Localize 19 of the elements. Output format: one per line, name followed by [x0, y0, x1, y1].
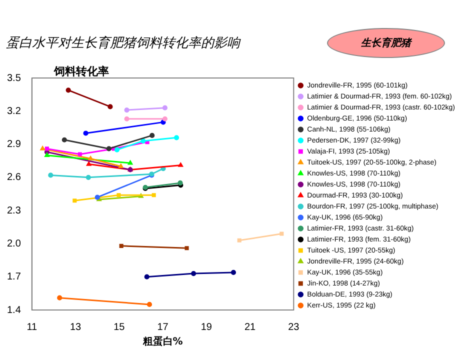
y-tick-label: 3.2: [6, 106, 22, 117]
y-tick-label: 3.5: [6, 72, 22, 84]
x-axis-title: 粗蛋白%: [142, 336, 183, 348]
x-tick-label: 17: [157, 322, 169, 333]
x-tick-label: 19: [200, 322, 212, 333]
y-tick-label: 1.7: [6, 272, 22, 283]
y-tick-label: 1.4: [6, 304, 22, 316]
y-tick-label: 2.6: [6, 172, 22, 184]
x-tick-label: 15: [114, 322, 126, 333]
oval-label: 生长育肥猪: [327, 28, 445, 58]
x-tick-label: 11: [26, 322, 38, 333]
chart-title: 蛋白水平对生长育肥猪饲料转化率的影响: [6, 34, 240, 52]
y-tick-label: 2.3: [6, 205, 22, 216]
y-tick-label: 2.0: [6, 238, 22, 250]
y-axis-title: 饲料转化率: [54, 64, 109, 79]
x-tick-label: 13: [70, 322, 82, 333]
x-tick-label: 23: [288, 322, 300, 333]
y-tick-label: 2.9: [6, 139, 22, 150]
x-tick-label: 21: [244, 322, 256, 333]
